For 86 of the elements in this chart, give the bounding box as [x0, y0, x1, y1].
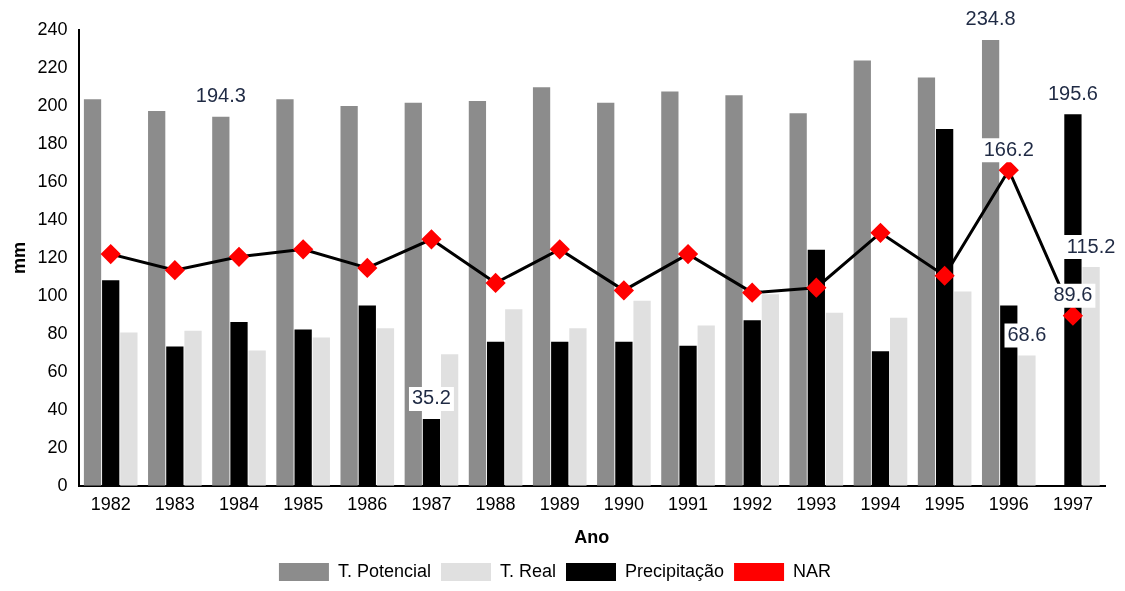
x-tick-label: 1997: [1052, 493, 1093, 514]
x-tick-label: 1984: [218, 493, 260, 514]
bar: [853, 60, 871, 486]
y-tick-label: 140: [37, 208, 68, 229]
x-tick-label: 1994: [860, 493, 901, 514]
x-tick-label: 1986: [347, 493, 388, 514]
point: [550, 239, 570, 259]
x-tick-label: 1996: [988, 493, 1029, 514]
bar: [505, 309, 523, 486]
bar: [825, 312, 844, 486]
legend-label: T. Potencial: [337, 560, 431, 581]
y-tick-label: 120: [37, 246, 68, 267]
point: [165, 260, 185, 280]
legend-label: Precipitação: [625, 560, 725, 581]
data-label: 234.8: [965, 7, 1016, 30]
bar: [1018, 355, 1036, 486]
bar: [376, 328, 395, 486]
point: [614, 280, 634, 300]
data-label: 195.6: [1047, 81, 1098, 104]
point: [678, 244, 698, 264]
x-tick-label: 1995: [924, 493, 965, 514]
bar: [148, 111, 166, 486]
bar: [212, 116, 230, 486]
bar: [184, 330, 202, 486]
y-tick-label: 20: [47, 436, 68, 457]
data-label: 115.2: [1066, 234, 1116, 257]
point: [357, 258, 377, 278]
bar: [725, 95, 743, 486]
data-label: 89.6: [1053, 283, 1093, 306]
bar: [120, 332, 138, 486]
bar: [890, 317, 908, 486]
x-tick-label: 1983: [154, 493, 195, 514]
y-tick-label: 40: [47, 398, 68, 419]
point: [742, 283, 762, 303]
bar: [633, 300, 651, 486]
bar: [597, 102, 615, 486]
bar: [697, 325, 715, 486]
x-tick-label: 1990: [603, 493, 644, 514]
bar: [661, 91, 679, 486]
data-label: 68.6: [1007, 323, 1047, 346]
x-tick-label: 1987: [411, 493, 452, 514]
x-tick-label: 1991: [668, 493, 709, 514]
bar: [468, 101, 487, 486]
x-tick-label: 1992: [732, 493, 773, 514]
y-tick-label: 180: [37, 132, 68, 153]
point: [999, 160, 1019, 180]
point: [421, 229, 441, 249]
x-axis-title: Ano: [574, 527, 610, 548]
point: [101, 244, 121, 264]
point: [870, 223, 890, 243]
point: [486, 273, 506, 293]
x-tick-label: 1985: [283, 493, 324, 514]
x-tick-label: 1989: [539, 493, 580, 514]
y-tick-label: 60: [47, 360, 68, 381]
bar: [569, 328, 587, 486]
data-label: 194.3: [195, 84, 246, 107]
y-axis-title: mm: [8, 241, 29, 274]
legend-label: NAR: [793, 560, 832, 581]
bar: [532, 87, 551, 486]
bar: [917, 77, 936, 486]
point: [293, 239, 313, 259]
legend-label: T. Real: [499, 560, 557, 581]
bar: [761, 294, 779, 486]
bar: [312, 337, 330, 486]
point: [1063, 306, 1083, 326]
y-tick-label: 0: [57, 474, 68, 495]
y-tick-label: 160: [37, 170, 68, 191]
data-label: 35.2: [411, 386, 451, 409]
point: [806, 278, 826, 298]
bar: [789, 113, 807, 486]
bar: [248, 350, 266, 486]
y-tick-label: 80: [47, 322, 68, 343]
y-tick-label: 200: [37, 94, 68, 115]
bar: [83, 99, 102, 486]
y-tick-label: 240: [37, 18, 68, 39]
bar: [954, 291, 972, 486]
x-tick-label: 1993: [796, 493, 837, 514]
bar: [340, 105, 358, 486]
data-label: 166.2: [983, 137, 1034, 160]
y-tick-label: 100: [37, 284, 68, 305]
x-tick-label: 1988: [475, 493, 516, 514]
bar: [276, 99, 294, 486]
point: [229, 247, 249, 267]
y-tick-label: 220: [37, 56, 68, 77]
point: [935, 266, 955, 286]
x-tick-label: 1982: [90, 493, 131, 514]
